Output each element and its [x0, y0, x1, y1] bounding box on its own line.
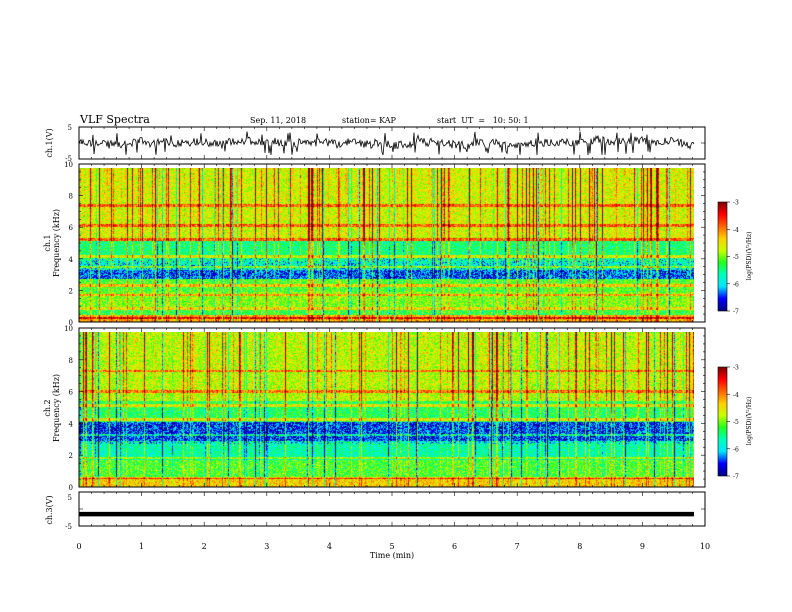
colorbar-tick-label: -5	[733, 254, 739, 261]
station-label: station= KAP	[342, 116, 397, 125]
colorbar-tick-label: -4	[733, 227, 739, 234]
time-tick-label: 3	[264, 542, 269, 551]
frequency-tick-label: 6	[69, 224, 74, 232]
ch2-spectrogram-panel: 0 2 4 6 8 10 ch.2 Frequency (kHz)	[43, 325, 706, 492]
ch3-waveform-ylabel: ch.3(V)	[45, 495, 54, 524]
ch1-spectrogram-ticks	[78, 163, 706, 323]
ch1-frequency-tick-labels: 0 2 4 6 8 10	[64, 161, 73, 327]
ch3-ytick-bottom: -5	[65, 523, 72, 531]
ch2-colorbar-ticks: -3 -4 -5 -6 -7	[727, 365, 739, 481]
ch2-spectrogram-channel-label: ch.2	[43, 399, 52, 416]
ch1-colorbar: -3 -4 -5 -6 -7 log(PSD)(V²/Hz)	[717, 200, 753, 316]
time-tick-label: 9	[640, 542, 645, 551]
ch1-spectrogram-panel: 0 2 4 6 8 10 ch.1 Frequency (kHz)	[43, 161, 706, 327]
ch1-colorbar-gradient	[718, 202, 727, 311]
colorbar-tick-label: -3	[733, 200, 739, 207]
ch1-spectrogram-channel-label: ch.1	[43, 234, 52, 251]
frequency-tick-label: 0	[69, 484, 73, 492]
colorbar-tick-label: -6	[733, 281, 739, 288]
colorbar-tick-label: -7	[733, 309, 739, 316]
frequency-tick-label: 10	[64, 161, 73, 169]
date-label: Sep. 11, 2018	[250, 116, 306, 125]
ch1-spectrogram-ylabel: Frequency (kHz)	[52, 209, 61, 277]
frequency-tick-label: 10	[64, 325, 73, 333]
time-axis-tick-labels: 0 1 2 3 4 5 6 7 8 9 10	[76, 542, 710, 551]
ch1-ytick-top: 5	[68, 124, 72, 132]
ch1-waveform-panel: 5 -5 ch.1(V)	[45, 124, 706, 163]
frequency-tick-label: 2	[69, 287, 73, 295]
ch1-colorbar-ticks: -3 -4 -5 -6 -7	[727, 200, 739, 316]
ch1-waveform-line	[78, 131, 695, 156]
figure-title: VLF Spectra	[79, 113, 150, 126]
ch3-ytick-top: 5	[68, 494, 72, 502]
ch2-colorbar-gradient	[718, 367, 727, 476]
ch2-spectrogram-ylabel: Frequency (kHz)	[52, 374, 61, 442]
time-tick-label: 5	[389, 542, 394, 551]
frequency-tick-label: 4	[69, 256, 74, 264]
frequency-tick-label: 4	[69, 420, 74, 428]
colorbar-tick-label: -4	[733, 392, 739, 399]
time-tick-label: 7	[515, 542, 520, 551]
frequency-tick-label: 6	[69, 389, 74, 397]
frequency-tick-label: 2	[69, 452, 73, 460]
ch3-waveform-ticks	[78, 491, 706, 527]
colorbar-tick-label: -7	[733, 474, 739, 481]
time-tick-label: 1	[139, 542, 144, 551]
start-time-label: start UT = 10: 50: 1	[437, 116, 529, 125]
ch2-colorbar: -3 -4 -5 -6 -7 log(PSD)(V²/Hz)	[717, 365, 753, 481]
ch1-spectrogram-image	[79, 168, 694, 322]
time-tick-label: 4	[327, 542, 332, 551]
ch2-colorbar-label: log(PSD)(V²/Hz)	[746, 397, 753, 446]
colorbar-tick-label: -3	[733, 365, 739, 372]
colorbar-tick-label: -6	[733, 446, 739, 453]
time-tick-label: 8	[577, 542, 582, 551]
ch1-waveform-ticks	[78, 126, 706, 160]
ch3-waveform-panel: 5 -5 ch.3(V)	[45, 491, 706, 531]
ch3-waveform-frame	[78, 491, 706, 527]
frequency-tick-label: 8	[69, 357, 73, 365]
frequency-tick-label: 8	[69, 193, 73, 201]
ch1-ytick-bottom: -5	[65, 155, 72, 163]
time-tick-label: 0	[76, 542, 81, 551]
time-tick-label: 2	[202, 542, 207, 551]
time-tick-label: 6	[452, 542, 457, 551]
time-axis-label: Time (min)	[370, 551, 414, 560]
time-tick-label: 10	[700, 542, 710, 551]
ch1-waveform-ylabel: ch.1(V)	[45, 128, 54, 157]
ch1-colorbar-label: log(PSD)(V²/Hz)	[746, 232, 753, 281]
ch2-spectrogram-image	[79, 332, 694, 487]
frequency-tick-label: 0	[69, 319, 73, 327]
ch2-frequency-tick-labels: 0 2 4 6 8 10	[64, 325, 73, 492]
colorbar-tick-label: -5	[733, 419, 739, 426]
ch2-spectrogram-ticks	[78, 327, 706, 488]
